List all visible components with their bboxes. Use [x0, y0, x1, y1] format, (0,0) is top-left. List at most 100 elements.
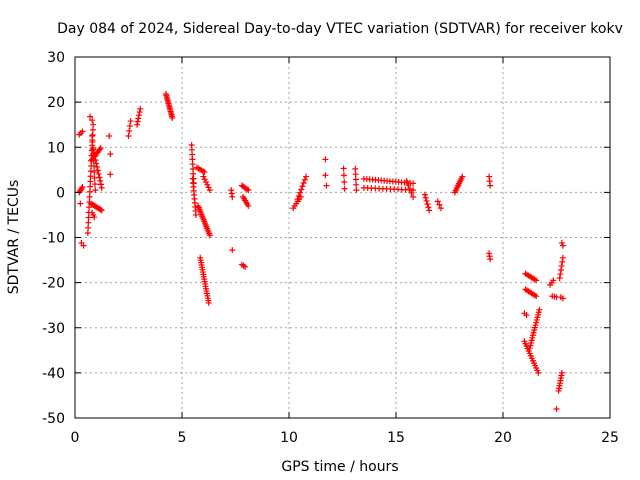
data-point — [85, 219, 92, 226]
data-point — [205, 184, 212, 191]
data-point — [298, 186, 305, 193]
data-point — [125, 132, 132, 139]
data-point — [340, 172, 347, 179]
data-point — [245, 187, 252, 194]
data-point — [352, 171, 359, 178]
data-point — [322, 156, 329, 163]
data-point — [89, 138, 96, 145]
data-point — [340, 165, 347, 172]
data-point — [487, 256, 494, 263]
data-point — [242, 263, 249, 270]
data-point — [559, 254, 566, 261]
data-point — [206, 187, 213, 194]
data-point — [341, 178, 348, 185]
x-tick-label: 10 — [280, 430, 298, 446]
y-tick-label: -40 — [42, 366, 65, 382]
data-point — [98, 184, 105, 191]
data-point — [92, 187, 99, 194]
data-point — [86, 188, 93, 195]
data-point — [244, 186, 251, 193]
grid-lines — [75, 57, 610, 418]
data-point — [229, 193, 236, 200]
data-point — [294, 196, 301, 203]
data-point — [87, 168, 94, 175]
data-point — [424, 201, 431, 208]
data-point — [87, 183, 94, 190]
data-point — [97, 181, 104, 188]
data-point — [87, 173, 94, 180]
data-point — [303, 173, 310, 180]
data-point — [535, 369, 542, 376]
data-point — [95, 170, 102, 177]
data-point — [79, 183, 86, 190]
data-point — [202, 178, 209, 185]
data-point — [426, 207, 433, 214]
data-point — [341, 185, 348, 192]
y-tick-label: -30 — [42, 321, 65, 337]
data-point — [559, 295, 566, 302]
x-tick-label: 5 — [178, 430, 187, 446]
data-point — [78, 185, 85, 192]
data-point — [98, 207, 105, 214]
data-point — [421, 191, 428, 198]
data-point — [85, 214, 92, 221]
data-point — [559, 258, 566, 265]
chart-title: Day 084 of 2024, Sidereal Day-to-day VTE… — [57, 21, 623, 37]
data-point — [86, 193, 93, 200]
data-point — [245, 202, 252, 209]
data-point — [136, 109, 143, 116]
data-point — [91, 169, 98, 176]
y-tick-label: -20 — [42, 276, 65, 292]
data-point — [86, 204, 93, 211]
data-point — [410, 180, 417, 187]
data-point — [353, 187, 360, 194]
data-point — [558, 262, 565, 269]
data-point — [80, 242, 87, 249]
data-point — [90, 146, 97, 153]
data-point — [201, 169, 208, 176]
data-point — [423, 197, 430, 204]
y-axis-label: SDTVAR / TECUs — [6, 180, 22, 295]
data-point — [91, 214, 98, 221]
data-point — [229, 247, 236, 254]
data-point — [533, 277, 540, 284]
data-point — [126, 123, 133, 130]
data-point — [204, 181, 211, 188]
data-point — [297, 189, 304, 196]
data-point — [557, 266, 564, 273]
data-points — [76, 91, 566, 412]
data-point — [406, 185, 413, 192]
data-point — [192, 211, 199, 218]
data-point — [300, 180, 307, 187]
data-point — [352, 176, 359, 183]
data-point — [558, 239, 565, 246]
y-tick-label: 0 — [56, 185, 65, 201]
data-point — [459, 173, 466, 180]
data-point — [550, 277, 557, 284]
data-point — [93, 160, 100, 167]
data-point — [353, 181, 360, 188]
data-point — [295, 192, 302, 199]
data-point — [403, 178, 410, 185]
data-point — [437, 205, 444, 212]
axis-ticks: 0 5 10 15 20 25 -50 -40 -30 -20 -10 0 10 20 30 — [42, 50, 619, 446]
data-point — [558, 369, 565, 376]
data-point — [106, 132, 113, 139]
y-tick-label: 20 — [47, 95, 65, 111]
y-tick-label: -50 — [42, 411, 65, 427]
y-tick-label: -10 — [42, 231, 65, 247]
data-point — [91, 181, 98, 188]
y-tick-label: 10 — [47, 140, 65, 156]
data-point — [134, 121, 141, 128]
data-point — [134, 118, 141, 125]
data-point — [135, 115, 142, 122]
data-point — [436, 201, 443, 208]
data-point — [206, 232, 213, 239]
data-point — [96, 174, 103, 181]
data-point — [86, 113, 93, 120]
data-point — [557, 271, 564, 278]
data-point — [79, 128, 86, 135]
data-point — [425, 204, 432, 211]
data-point — [90, 121, 97, 128]
x-axis-label: GPS time / hours — [281, 459, 398, 475]
